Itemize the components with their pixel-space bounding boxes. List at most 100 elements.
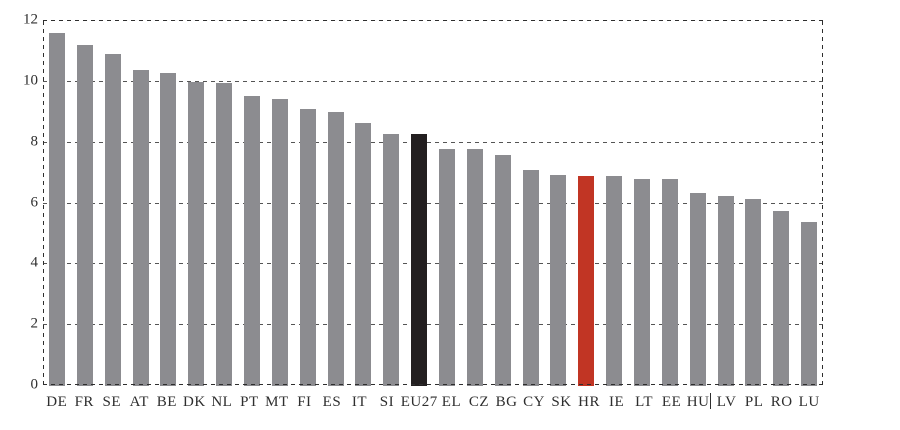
x-label-slot-LU: LU	[795, 393, 823, 411]
bar-slot-BG	[489, 20, 517, 386]
x-label-DK: DK	[183, 394, 206, 410]
gridline-10	[43, 80, 823, 82]
bar-slot-MT	[266, 20, 294, 386]
x-label-EE: EE	[661, 394, 682, 410]
x-label-slot-CY: CY	[520, 393, 548, 411]
bar-slot-FI	[294, 20, 322, 386]
bar-CY	[522, 170, 539, 386]
gridline-6	[43, 202, 823, 204]
x-label-PL: PL	[744, 394, 764, 410]
bar-CZ	[466, 148, 483, 386]
x-label-slot-SK: SK	[548, 393, 576, 411]
x-label-IT: IT	[351, 394, 368, 410]
y-tick-label-2: 2	[30, 315, 39, 332]
x-label-slot-PL: PL	[740, 393, 768, 411]
x-label-SI: SI	[379, 394, 395, 410]
x-label-NL: NL	[211, 394, 233, 410]
bar-slot-PT	[238, 20, 266, 386]
x-label-slot-FR: FR	[71, 393, 99, 411]
bar-slot-CZ	[461, 20, 489, 386]
x-label-slot-LT: LT	[630, 393, 658, 411]
bar-FI	[299, 109, 316, 386]
bar-EE	[661, 179, 678, 386]
x-label-AT: AT	[129, 394, 149, 410]
x-label-ES: ES	[322, 394, 342, 410]
y-tick-label-8: 8	[30, 133, 39, 150]
bar-slot-HR	[572, 20, 600, 386]
bars	[43, 20, 823, 386]
bar-slot-IT	[349, 20, 377, 386]
bar-slot-EE	[656, 20, 684, 386]
bar-BG	[494, 154, 511, 386]
x-label-HU: HU	[686, 394, 710, 410]
y-tick-label-12: 12	[23, 11, 38, 28]
bar-SK	[550, 174, 567, 386]
bar-slot-PL	[739, 20, 767, 386]
x-label-HR: HR	[578, 394, 600, 410]
gridline-2	[43, 324, 823, 326]
bar-ES	[327, 112, 344, 386]
bar-slot-LV	[712, 20, 740, 386]
bar-LU	[801, 221, 818, 386]
bar-slot-RO	[767, 20, 795, 386]
bar-slot-FR	[71, 20, 99, 386]
bar-slot-CY	[517, 20, 545, 386]
x-label-BE: BE	[156, 394, 177, 410]
bar-HR	[578, 176, 595, 386]
bar-DK	[188, 81, 205, 386]
x-label-slot-PT: PT	[236, 393, 264, 411]
x-label-EU27: EU27	[400, 394, 438, 410]
bar-slot-AT	[127, 20, 155, 386]
bar-slot-HU	[684, 20, 712, 386]
bar-slot-IE	[600, 20, 628, 386]
bar-slot-LT	[628, 20, 656, 386]
x-label-slot-BG: BG	[493, 393, 521, 411]
x-label-CZ: CZ	[468, 394, 490, 410]
x-label-SE: SE	[102, 394, 122, 410]
plot-frame-bottom	[43, 384, 823, 385]
bar-slot-NL	[210, 20, 238, 386]
bar-PL	[745, 198, 762, 386]
x-label-slot-BE: BE	[153, 393, 181, 411]
stray-vertical-mark	[710, 393, 712, 409]
bar-NL	[216, 83, 233, 386]
x-label-slot-SE: SE	[98, 393, 126, 411]
x-label-DE: DE	[46, 394, 68, 410]
x-label-slot-DK: DK	[181, 393, 209, 411]
x-label-slot-IE: IE	[603, 393, 631, 411]
x-label-SK: SK	[551, 394, 572, 410]
x-label-slot-DE: DE	[43, 393, 71, 411]
bar-AT	[132, 69, 149, 386]
bar-slot-EL	[433, 20, 461, 386]
x-label-slot-FI: FI	[291, 393, 319, 411]
x-label-FI: FI	[297, 394, 312, 410]
x-label-slot-LV: LV	[713, 393, 741, 411]
bar-slot-DE	[43, 20, 71, 386]
bar-EL	[438, 148, 455, 386]
x-label-LU: LU	[798, 394, 820, 410]
bar-FR	[76, 45, 93, 386]
x-label-MT: MT	[265, 394, 289, 410]
bar-slot-SE	[99, 20, 127, 386]
bar-slot-LU	[795, 20, 823, 386]
bar-EU27	[411, 133, 428, 386]
bar-RO	[773, 211, 790, 386]
plot-area	[43, 20, 823, 386]
x-label-slot-NL: NL	[208, 393, 236, 411]
plot-frame-right	[822, 20, 823, 385]
x-label-CY: CY	[523, 394, 545, 410]
bar-SI	[383, 133, 400, 386]
bar-BE	[160, 72, 177, 386]
plot-frame-top	[43, 20, 823, 21]
x-label-slot-EU27: EU27	[401, 393, 438, 411]
x-label-slot-HU: HU	[685, 393, 713, 411]
x-label-slot-EL: EL	[438, 393, 466, 411]
bar-slot-EU27	[405, 20, 433, 386]
y-axis-line	[43, 20, 44, 385]
x-label-slot-HR: HR	[575, 393, 603, 411]
x-label-LT: LT	[635, 394, 654, 410]
bar-slot-SI	[377, 20, 405, 386]
x-label-BG: BG	[495, 394, 518, 410]
bar-slot-SK	[544, 20, 572, 386]
